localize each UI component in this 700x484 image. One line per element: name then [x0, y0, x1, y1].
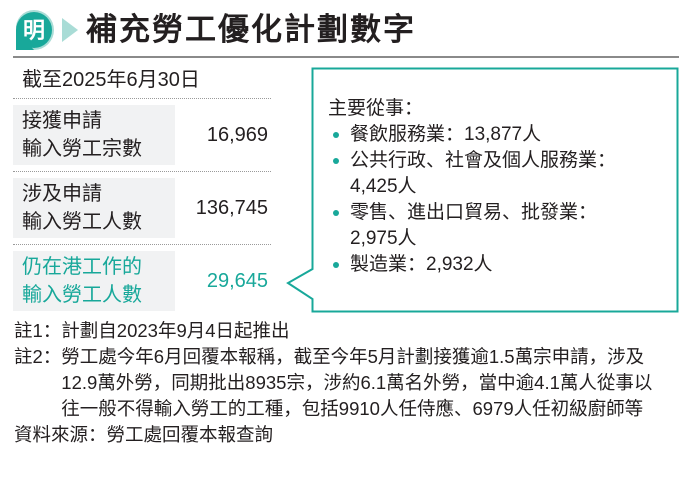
- bullet-icon: [333, 132, 339, 138]
- row-divider: [13, 244, 271, 245]
- list-item: 餐飲服務業：13,877人: [328, 122, 616, 148]
- callout-heading: 主要從事：: [328, 98, 424, 119]
- ming-pao-logo: 明: [12, 8, 82, 52]
- as-of-date: 截至2025年6月30日: [22, 69, 200, 91]
- row-label-bg: [13, 251, 175, 311]
- note-1: 註1： 計劃自2023年9月4日起推出: [14, 320, 290, 341]
- row-divider: [13, 98, 271, 99]
- list-item: 零售、進出口貿易、批發業： 2,975人: [328, 200, 616, 252]
- row-label-bg: [13, 105, 175, 165]
- source-note: 資料來源：勞工處回覆本報查詢: [14, 424, 274, 445]
- callout-content: 主要從事： 餐飲服務業：13,877人 公共行政、社會及個人服務業： 4,425人…: [328, 96, 616, 278]
- row-label-bg: [13, 178, 175, 238]
- row-label-highlight: 仍在港工作的 輸入勞工人數: [22, 256, 142, 306]
- bullet-icon: [333, 262, 339, 268]
- list-item: 製造業：2,932人: [328, 252, 616, 278]
- row-label: 涉及申請 輸入勞工人數: [22, 183, 142, 233]
- row-value-highlight: 29,645: [206, 270, 268, 292]
- row-label: 接獲申請 輸入勞工宗數: [22, 110, 142, 160]
- row-divider: [13, 171, 271, 172]
- list-item: 公共行政、社會及個人服務業： 4,425人: [328, 148, 616, 200]
- row-value: 16,969: [206, 124, 268, 146]
- bullet-icon: [333, 158, 339, 164]
- row-value: 136,745: [195, 197, 268, 219]
- callout-box: [286, 67, 679, 313]
- notes: 註1： 計劃自2023年9月4日起推出 註2： 勞工處今年6月回覆本報稱，截至今年5…: [14, 318, 694, 448]
- title-divider: [13, 56, 679, 58]
- bullet-icon: [333, 210, 339, 216]
- note-2: 註2： 勞工處今年6月回覆本報稱，截至今年5月計劃接獲逾1.5萬宗申請，涉及12.…: [14, 346, 653, 419]
- logo-text: 明: [23, 19, 45, 44]
- page-title: 補充勞工優化計劃數字: [86, 12, 416, 47]
